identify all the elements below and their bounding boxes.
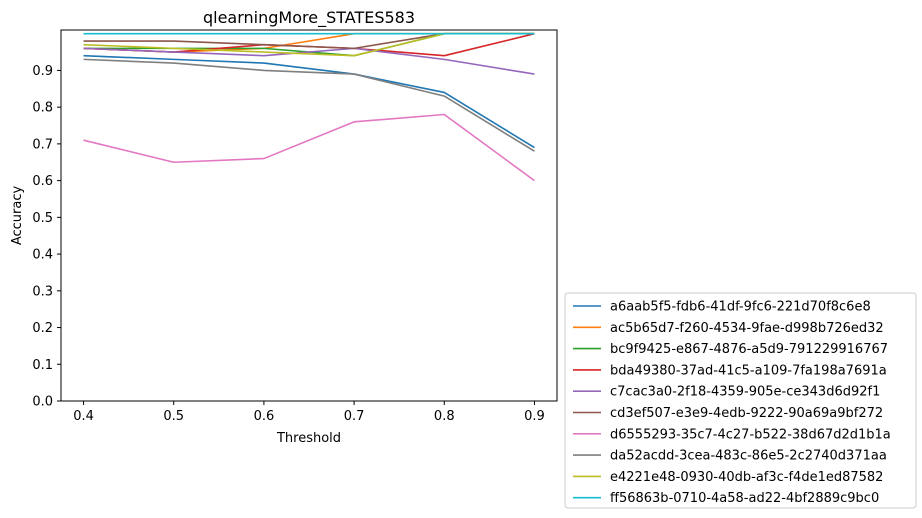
y-tick-label: 0.0 xyxy=(32,395,53,410)
y-axis-label: Accuracy xyxy=(10,186,25,246)
legend-label: ff56863b-0710-4a58-ad22-4bf2889c9bc0 xyxy=(610,491,879,506)
legend-label: bda49380-37ad-41c5-a109-7fa198a7691a xyxy=(610,363,887,378)
x-axis-label: Threshold xyxy=(276,431,341,446)
x-tick-label: 0.8 xyxy=(434,409,455,424)
y-tick-label: 0.8 xyxy=(32,101,53,116)
legend-label: da52acdd-3cea-483c-86e5-2c2740d371aa xyxy=(610,449,887,464)
chart-title: qlearningMore_STATES583 xyxy=(203,8,415,28)
legend-label: cd3ef507-e3e9-4edb-9222-90a69a9bf272 xyxy=(610,406,883,421)
series-line xyxy=(83,113,535,182)
series-line xyxy=(83,32,535,53)
y-tick-label: 0.5 xyxy=(32,211,53,226)
x-tick-label: 0.7 xyxy=(344,409,365,424)
legend-box xyxy=(564,292,917,509)
series-line xyxy=(83,47,535,75)
series-line xyxy=(83,54,535,149)
y-tick-label: 0.4 xyxy=(32,248,53,263)
series-line xyxy=(83,58,535,152)
plot-frame xyxy=(60,29,558,402)
legend-label: a6aab5f5-fdb6-41df-9fc6-221d70f8c6e8 xyxy=(610,300,871,315)
x-axis: 0.4 0.5 0.6 0.7 0.8 0.9 xyxy=(73,401,545,424)
legend-label: d6555293-35c7-4c27-b522-38d67d2d1b1a xyxy=(610,427,891,442)
y-axis: 0.0 0.1 0.2 0.3 0.4 0.5 0.6 0.7 0.8 0.9 xyxy=(32,64,61,410)
y-tick-label: 0.7 xyxy=(32,137,53,152)
legend: a6aab5f5-fdb6-41df-9fc6-221d70f8c6e8 ac5b… xyxy=(564,292,917,509)
legend-label: c7cac3a0-2f18-4359-905e-ce343d6d92f1 xyxy=(610,385,880,400)
x-tick-label: 0.6 xyxy=(254,409,275,424)
plot-lines xyxy=(83,32,535,182)
y-tick-label: 0.9 xyxy=(32,64,53,79)
y-tick-label: 0.1 xyxy=(32,358,53,373)
y-tick-label: 0.2 xyxy=(32,321,53,336)
x-tick-label: 0.9 xyxy=(524,409,545,424)
legend-label: ac5b65d7-f260-4534-9fae-d998b726ed32 xyxy=(610,321,884,336)
x-tick-label: 0.4 xyxy=(73,409,94,424)
x-tick-label: 0.5 xyxy=(163,409,184,424)
legend-label: e4221e48-0930-40db-af3c-f4de1ed87582 xyxy=(610,470,883,485)
y-tick-label: 0.6 xyxy=(32,174,53,189)
y-tick-label: 0.3 xyxy=(32,284,53,299)
legend-label: bc9f9425-e867-4876-a5d9-791229916767 xyxy=(610,342,888,357)
